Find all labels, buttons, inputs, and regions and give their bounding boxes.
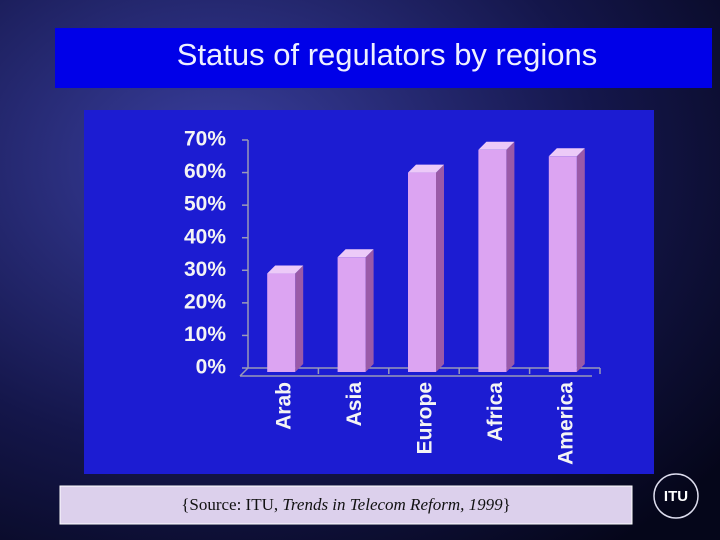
bar-face <box>337 257 366 372</box>
title-bar <box>55 28 712 88</box>
x-tick-label: America <box>554 382 577 465</box>
bar-face <box>478 149 507 372</box>
y-tick-label: 70% <box>184 128 226 151</box>
bar-face <box>548 156 577 372</box>
bar-face <box>267 265 304 274</box>
y-tick-label: 10% <box>184 323 226 346</box>
bar <box>478 141 515 372</box>
y-tick-label: 0% <box>196 356 227 379</box>
x-tick-label: Arab <box>273 382 296 430</box>
bar-face <box>478 141 515 150</box>
x-tick-label: Europe <box>414 382 437 454</box>
x-tick-label: Africa <box>484 382 507 442</box>
logo-ring <box>653 473 699 519</box>
source-text: {Source: ITU, <box>181 495 282 514</box>
bar <box>408 164 444 372</box>
source-title: Trends in Telecom Reform, 1999 <box>282 495 503 514</box>
bar <box>548 148 585 372</box>
y-tick-label: 50% <box>184 193 226 216</box>
bar-face <box>408 164 444 173</box>
bar-face <box>267 273 296 372</box>
x-tick-label: Asia <box>343 382 366 427</box>
axis-depth <box>239 367 249 377</box>
y-tick-label: 40% <box>184 225 226 248</box>
source-text: } <box>503 495 511 514</box>
bar-face <box>365 249 374 372</box>
plot: 0% 10% 20% 30% 40% 50% 60% 70% Arab Asia Europe Afr… <box>184 128 601 465</box>
bar <box>337 249 374 372</box>
logo: ITU <box>664 488 688 505</box>
bar-face <box>548 148 585 157</box>
bar <box>267 265 304 372</box>
bar-face <box>576 148 585 372</box>
slide-title: Status of regulators by regions <box>177 37 597 72</box>
bar-face <box>337 249 374 258</box>
bar-face <box>295 265 304 372</box>
source-note: {Source: ITU, Trends in Telecom Reform, … <box>181 495 511 514</box>
y-tick-label: 60% <box>184 160 226 183</box>
y-tick-label: 20% <box>184 290 226 313</box>
y-tick-label: 30% <box>184 258 226 281</box>
source-box <box>59 485 633 525</box>
bar-face <box>408 172 436 372</box>
bar-face <box>436 164 444 372</box>
bar-face <box>506 141 515 372</box>
